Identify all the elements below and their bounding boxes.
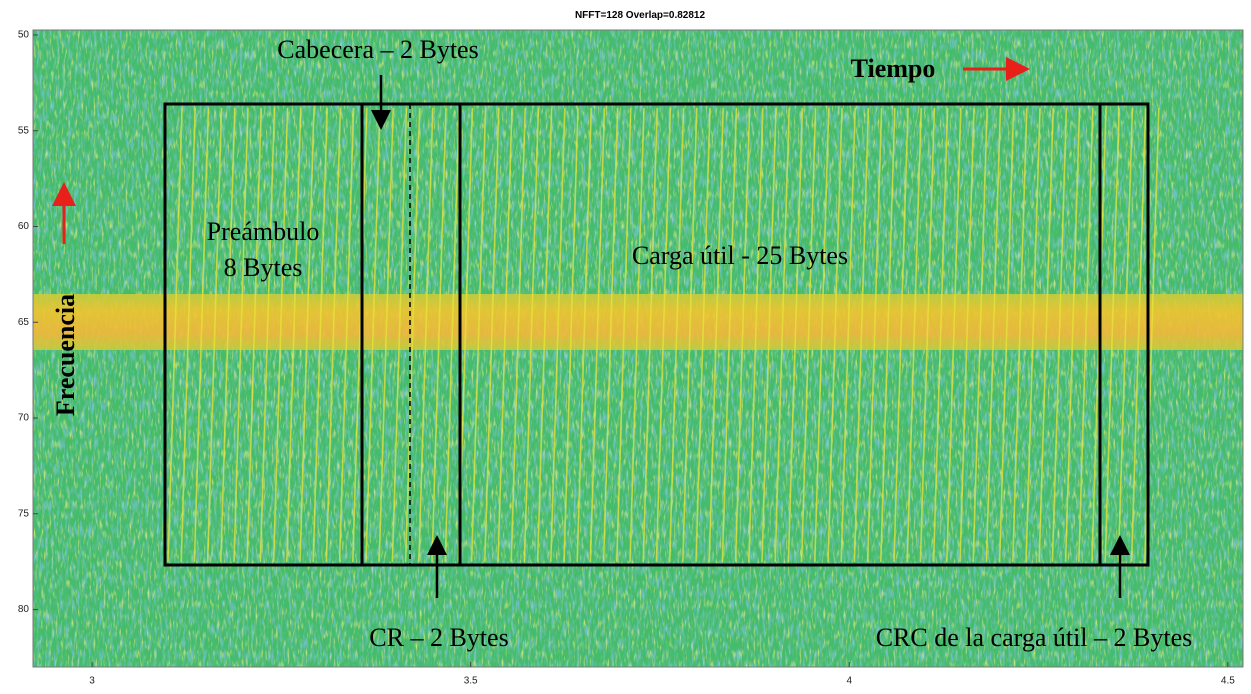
- payload-label: Carga útil - 25 Bytes: [632, 241, 848, 270]
- y-tick-label: 80: [18, 604, 30, 615]
- x-tick-label: 4.5: [1221, 676, 1235, 687]
- chart: NFFT=128 Overlap=0.82812 Cabecera – 2 By…: [0, 0, 1251, 694]
- y-tick-label: 60: [18, 221, 30, 232]
- chart-title: NFFT=128 Overlap=0.82812: [575, 10, 706, 21]
- y-tick-label: 75: [18, 508, 30, 519]
- x-tick-label: 3: [89, 676, 95, 687]
- preamble-label: 8 Bytes: [224, 253, 303, 282]
- header-label: Cabecera – 2 Bytes: [277, 35, 478, 64]
- frequency-label: Frecuencia: [51, 294, 80, 416]
- cr-label: CR – 2 Bytes: [369, 623, 508, 652]
- crc-label: CRC de la carga útil – 2 Bytes: [876, 623, 1193, 652]
- plot-area: [33, 30, 1243, 667]
- y-tick-label: 65: [18, 317, 30, 328]
- preamble-label: Preámbulo: [207, 217, 320, 246]
- y-tick-label: 50: [18, 30, 30, 41]
- x-tick-label: 4: [846, 676, 852, 687]
- time-label: Tiempo: [851, 54, 936, 83]
- y-tick-label: 55: [18, 125, 30, 136]
- y-tick-label: 70: [18, 413, 30, 424]
- x-tick-label: 3.5: [464, 676, 478, 687]
